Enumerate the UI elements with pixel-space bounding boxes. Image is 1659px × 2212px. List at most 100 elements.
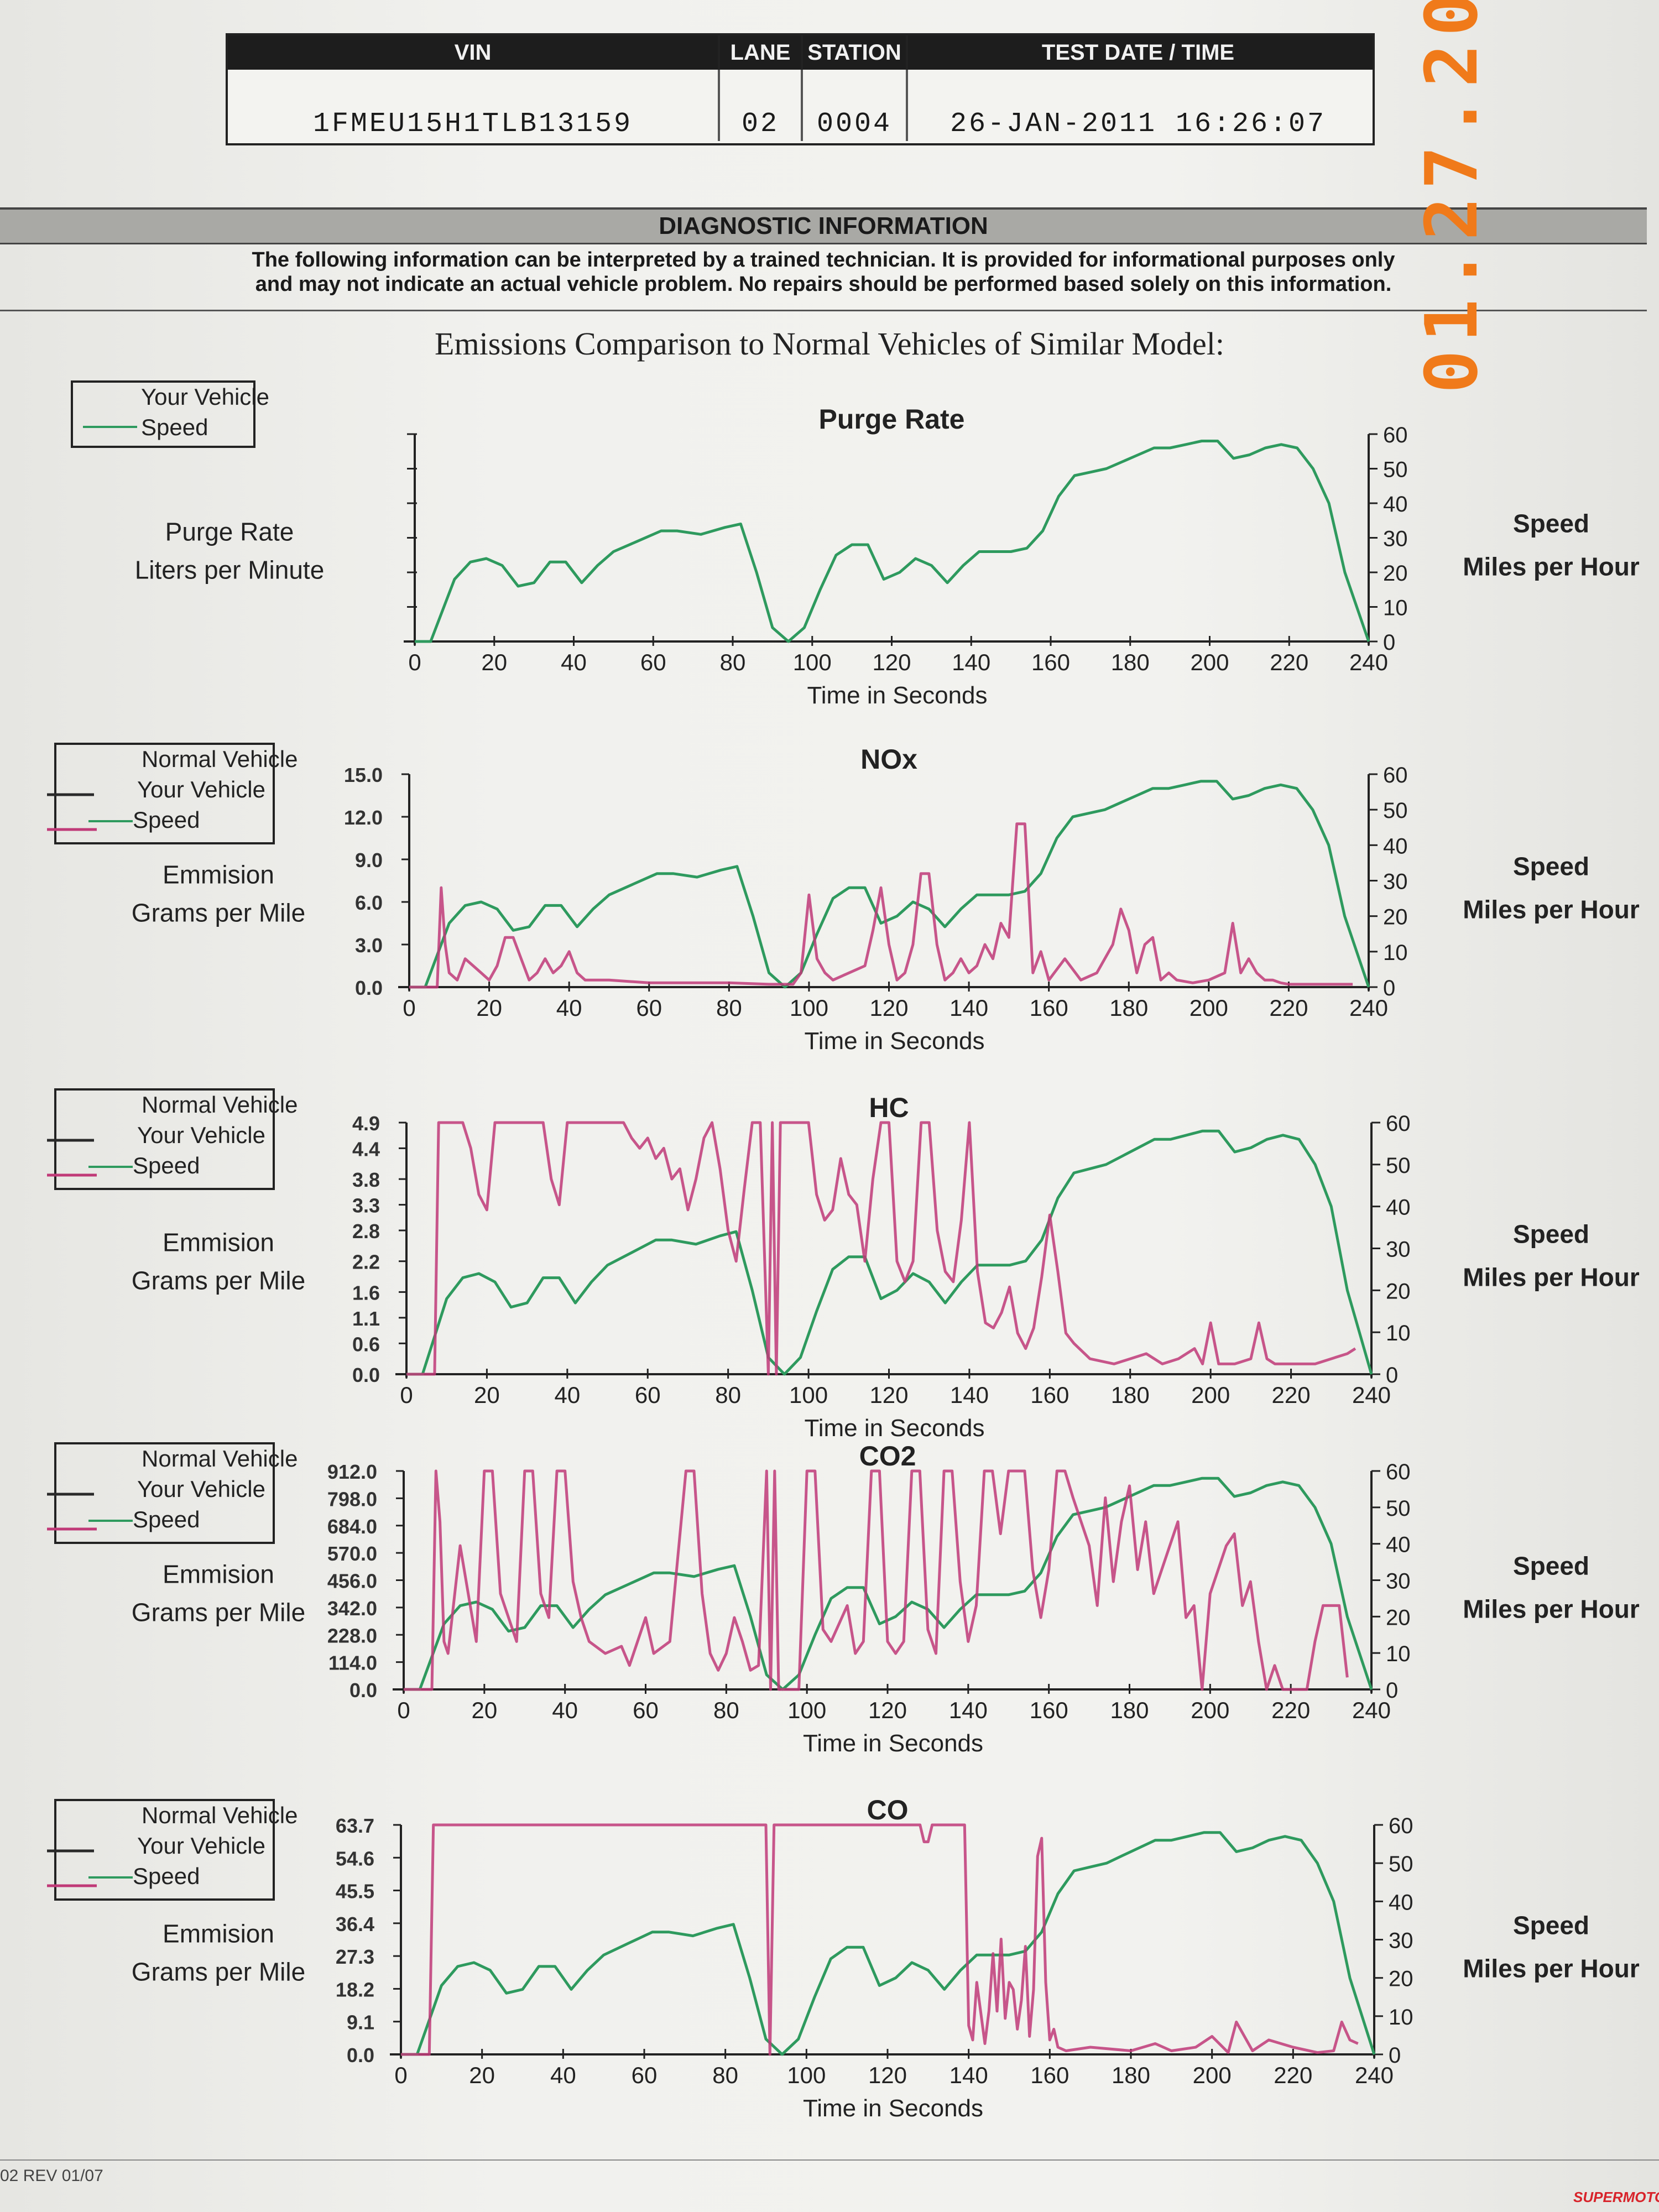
nox-legend-entry: Your Vehicle — [137, 776, 265, 802]
nox-legend-entry: Speed — [133, 807, 200, 833]
co-y-axis-label-line-1: Emmision — [163, 1919, 274, 1948]
hc-y2-tick-label: 40 — [1386, 1196, 1411, 1220]
co-legend-entry: Normal Vehicle — [142, 1802, 298, 1828]
co-y2-axis-label-line-2: Miles per Hour — [1463, 1954, 1640, 1983]
co-x-tick-label: 100 — [787, 2062, 826, 2088]
nox-x-tick-label: 160 — [1030, 995, 1068, 1021]
nox-x-tick-label: 120 — [869, 995, 908, 1021]
nox-y2-tick-label: 40 — [1383, 834, 1408, 858]
hc-x-tick-label: 140 — [950, 1382, 989, 1408]
lane-value: 02 — [720, 70, 803, 141]
vehicle-info-table: VIN LANE STATION TEST DATE / TIME 1FMEU1… — [226, 33, 1375, 145]
co-y2-tick-label: 30 — [1389, 1929, 1413, 1953]
vehicle-info-values-row: 1FMEU15H1TLB13159 02 0004 26-JAN-2011 16… — [228, 70, 1373, 141]
hc-legend-entry: Normal Vehicle — [142, 1092, 298, 1118]
comparison-title: Emissions Comparison to Normal Vehicles … — [435, 326, 1224, 362]
hc-legend-entry: Speed — [133, 1152, 200, 1178]
nox-x-tick-label: 0 — [403, 995, 415, 1021]
purge-rate-x-tick-label: 60 — [640, 649, 666, 675]
hc-y-tick-label: 0.0 — [352, 1364, 380, 1386]
hc-y-axis-label-line-1: Emmision — [163, 1228, 274, 1257]
nox-y2-axis-label-line-1: Speed — [1513, 852, 1589, 881]
nox-series-your-vehicle — [409, 822, 1353, 989]
co-y-tick-label: 63.7 — [336, 1814, 374, 1837]
co2-y-axis-label-line-1: Emmision — [163, 1560, 274, 1589]
purge-rate-y-axis-label-line-1: Purge Rate — [165, 518, 294, 546]
hc-y2-axis-label-line-1: Speed — [1513, 1220, 1589, 1249]
purge-rate-x-tick-label: 180 — [1111, 649, 1150, 675]
co-x-tick-label: 240 — [1355, 2062, 1394, 2088]
purge-rate-x-tick-label: 0 — [408, 649, 421, 675]
co2-x-tick-label: 0 — [397, 1697, 410, 1723]
co-y2-axis-label-line-1: Speed — [1513, 1911, 1589, 1940]
nox-x-tick-label: 180 — [1109, 995, 1148, 1021]
hc-y-tick-label: 4.9 — [352, 1112, 380, 1135]
purge-rate-y2-tick-label: 60 — [1383, 423, 1408, 447]
hc-x-tick-label: 120 — [869, 1382, 908, 1408]
hc-y-axis-label-line-2: Grams per Mile — [132, 1266, 305, 1295]
nox-legend-entry: Normal Vehicle — [142, 746, 298, 772]
co-y-tick-label: 0.0 — [347, 2044, 374, 2067]
diagnostic-section-title: DIAGNOSTIC INFORMATION — [0, 207, 1647, 244]
co-y2-tick-label: 40 — [1389, 1890, 1413, 1914]
purge-rate-x-tick-label: 20 — [481, 649, 507, 675]
co-series-your-vehicle — [401, 1823, 1359, 2056]
co-y2-tick-label: 0 — [1389, 2043, 1401, 2068]
co-y-tick-label: 54.6 — [336, 1847, 374, 1870]
nox-chart-title: NOx — [860, 744, 917, 775]
co-x-tick-label: 20 — [469, 2062, 495, 2088]
co2-series-your-vehicle — [404, 1469, 1349, 1691]
co2-y-axis-label-line-2: Grams per Mile — [132, 1598, 305, 1627]
footer-divider — [0, 2159, 1659, 2161]
watermark-logo: SUPERMOTORS — [1573, 2189, 1659, 2205]
purge-rate-x-tick-label: 220 — [1270, 649, 1308, 675]
hc-x-axis-label: Time in Seconds — [804, 1415, 984, 1442]
co2-y-tick-label: 228.0 — [327, 1624, 377, 1647]
co-x-tick-label: 60 — [632, 2062, 658, 2088]
co2-x-tick-label: 200 — [1191, 1697, 1229, 1723]
hc-y-tick-label: 2.2 — [352, 1251, 380, 1274]
station-value: 0004 — [803, 70, 908, 141]
purge-rate-series-speed — [415, 440, 1370, 643]
co-x-axis-label: Time in Seconds — [803, 2095, 983, 2122]
co-y-tick-label: 9.1 — [347, 2011, 374, 2034]
nox-y-tick-label: 0.0 — [355, 977, 383, 999]
co2-x-axis-label: Time in Seconds — [803, 1730, 983, 1757]
hc-x-tick-label: 0 — [400, 1382, 413, 1408]
hc-x-tick-label: 100 — [789, 1382, 828, 1408]
hc-y2-tick-label: 20 — [1386, 1279, 1411, 1303]
co-legend-entry: Speed — [133, 1863, 200, 1889]
purge-rate-x-tick-label: 140 — [952, 649, 990, 675]
purge-rate-chart-title: Purge Rate — [819, 404, 965, 435]
hc-y-tick-label: 1.1 — [352, 1307, 380, 1330]
co-x-tick-label: 220 — [1274, 2062, 1312, 2088]
co2-y2-tick-label: 0 — [1386, 1678, 1398, 1703]
nox-x-tick-label: 60 — [636, 995, 662, 1021]
co-x-tick-label: 40 — [550, 2062, 576, 2088]
purge-rate-y-axis-label-line-2: Liters per Minute — [135, 556, 325, 585]
hc-y-tick-label: 2.8 — [352, 1220, 380, 1243]
co-x-tick-label: 200 — [1193, 2062, 1232, 2088]
purge-rate-x-tick-label: 120 — [872, 649, 911, 675]
nox-x-tick-label: 140 — [950, 995, 988, 1021]
co-chart-title: CO — [867, 1794, 909, 1825]
purge-rate-legend-entry: Your Vehicle — [141, 384, 269, 410]
co-x-tick-label: 140 — [950, 2062, 988, 2088]
co2-x-tick-label: 160 — [1030, 1697, 1068, 1723]
co2-y-tick-label: 798.0 — [327, 1488, 377, 1510]
purge-rate-legend-entry: Speed — [141, 414, 208, 440]
co-x-tick-label: 180 — [1112, 2062, 1150, 2088]
co2-x-tick-label: 100 — [787, 1697, 826, 1723]
co-x-tick-label: 120 — [868, 2062, 907, 2088]
test-date-value: 26-JAN-2011 16:26:07 — [950, 108, 1327, 140]
purge-rate-x-tick-label: 160 — [1031, 649, 1070, 675]
vin-column-header: VIN — [228, 35, 720, 70]
nox-y2-tick-label: 20 — [1383, 905, 1408, 930]
co2-y2-tick-label: 30 — [1386, 1569, 1411, 1594]
co2-y2-tick-label: 20 — [1386, 1605, 1411, 1630]
hc-x-tick-label: 200 — [1191, 1382, 1230, 1408]
hc-y2-tick-label: 30 — [1386, 1238, 1411, 1262]
